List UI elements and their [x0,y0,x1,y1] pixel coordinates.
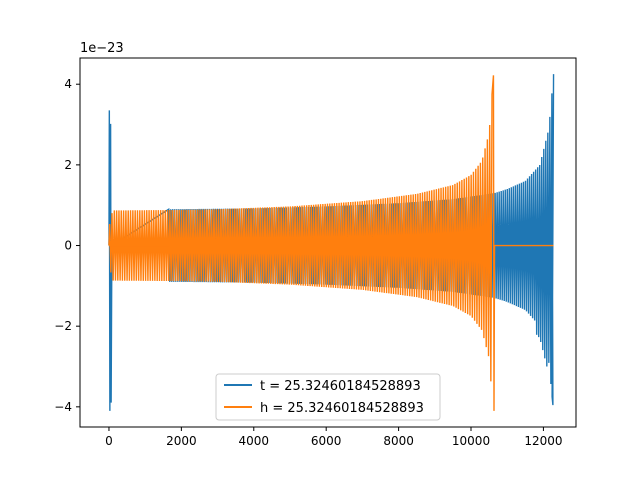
series-layer [108,74,555,411]
x-tick-label: 8000 [383,434,414,448]
y-offset-label: 1e−23 [80,41,124,56]
legend-box [215,373,441,421]
y-tick-label: 2 [64,158,72,172]
legend-label-t: t = 25.32460184528893 [260,379,421,394]
axes-frame [79,57,577,428]
x-tick-label: 4000 [239,434,270,448]
x-axis-ticks: 0 2000 4000 6000 8000 10000 12000 [105,427,563,448]
x-tick-label: 12000 [524,434,562,448]
x-tick-label: 6000 [311,434,342,448]
x-tick-label: 0 [105,434,113,448]
x-tick-label: 2000 [166,434,197,448]
y-axis-ticks: −4 −2 0 2 4 [54,77,80,414]
y-tick-label: 0 [64,239,72,253]
y-tick-label: 4 [64,77,72,91]
legend: t = 25.32460184528893 h = 25.32460184528… [215,373,441,421]
x-tick-label: 10000 [452,434,490,448]
legend-label-h: h = 25.32460184528893 [260,401,424,416]
y-tick-label: −2 [54,319,72,333]
y-tick-label: −4 [54,400,72,414]
series-line-h [108,75,554,411]
